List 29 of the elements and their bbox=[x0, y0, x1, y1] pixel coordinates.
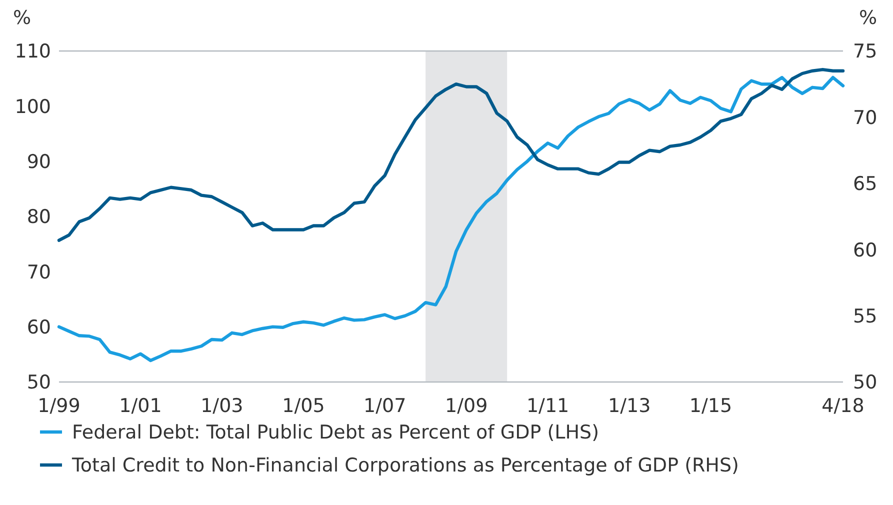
x-tick-label: 1/13 bbox=[608, 395, 651, 417]
y2-tick-label: 50 bbox=[853, 372, 878, 394]
y2-tick-label: 70 bbox=[853, 106, 878, 129]
y-tick-label: 110 bbox=[14, 40, 51, 63]
y-tick-label: 60 bbox=[26, 316, 51, 338]
x-tick-label: 1/09 bbox=[445, 395, 488, 417]
legend-label: Federal Debt: Total Public Debt as Percent of GDP (LHS) bbox=[72, 422, 599, 444]
legend-label: Total Credit to Non-Financial Corporations as Percentage of GDP (RHS) bbox=[71, 454, 739, 477]
x-tick-label: 1/15 bbox=[689, 395, 732, 417]
y-tick-label: 50 bbox=[26, 372, 51, 394]
y-axis-title: % bbox=[12, 7, 32, 29]
x-tick-label: 4/18 bbox=[822, 395, 864, 417]
y2-tick-label: 75 bbox=[853, 40, 878, 63]
x-tick-label: 1/03 bbox=[200, 395, 244, 417]
x-tick-label: 1/05 bbox=[282, 395, 325, 417]
x-tick-label: 1/01 bbox=[119, 395, 162, 417]
y2-tick-label: 60 bbox=[853, 239, 878, 262]
y2-axis-title: % bbox=[858, 7, 878, 29]
y2-tick-label: 65 bbox=[853, 173, 878, 196]
line-series bbox=[57, 76, 845, 362]
x-tick-label: 1/99 bbox=[38, 395, 80, 417]
y-tick-label: 80 bbox=[26, 206, 51, 228]
y-tick-label: 100 bbox=[14, 96, 51, 118]
y2-tick-label: 55 bbox=[853, 305, 878, 328]
y-tick-label: 90 bbox=[26, 150, 51, 173]
x-tick-label: 1/07 bbox=[364, 395, 406, 417]
y-tick-label: 70 bbox=[26, 261, 51, 284]
line-series bbox=[57, 68, 845, 242]
x-tick-label: 1/11 bbox=[526, 395, 570, 417]
